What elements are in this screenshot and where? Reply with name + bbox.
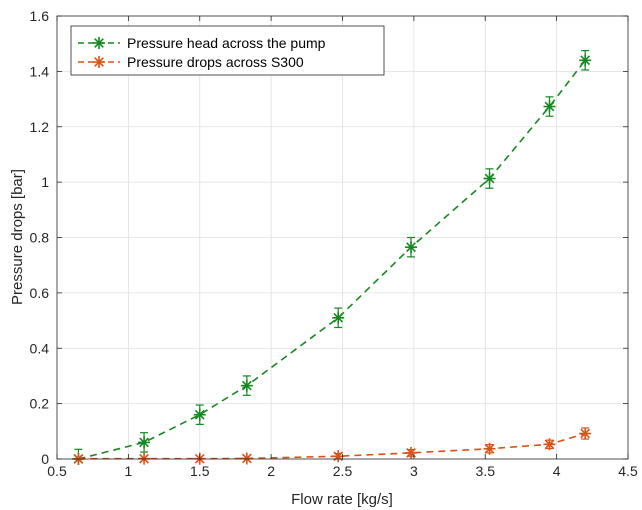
y-tick-label: 1.4 bbox=[30, 63, 50, 79]
data-point bbox=[483, 172, 496, 185]
axis-ticks: 0.5 1 1.5 2 2.5 3 3.5 4 4.5 0 0.2 0.4 0.6 0.8 1 1.2 1.4 1… bbox=[30, 8, 638, 479]
data-point bbox=[543, 438, 556, 451]
y-tick-label: 0.6 bbox=[30, 285, 50, 301]
x-tick-label: 3.5 bbox=[476, 463, 496, 479]
legend-marker-s300 bbox=[93, 56, 105, 68]
y-tick-label: 1 bbox=[41, 174, 49, 190]
x-tick-label: 1 bbox=[124, 463, 132, 479]
data-point bbox=[405, 241, 418, 254]
asterisk-marker-icon bbox=[93, 56, 105, 68]
legend-label-pump: Pressure head across the pump bbox=[127, 35, 326, 51]
data-point bbox=[240, 379, 253, 392]
legend-marker-pump bbox=[93, 37, 105, 49]
y-tick-label: 1.6 bbox=[30, 8, 50, 24]
y-tick-label: 0.8 bbox=[30, 230, 50, 246]
data-point bbox=[543, 100, 556, 113]
y-tick-label: 1.2 bbox=[30, 119, 50, 135]
asterisk-marker-icon bbox=[93, 37, 105, 49]
x-tick-label: 3 bbox=[410, 463, 418, 479]
series-line bbox=[78, 59, 586, 460]
legend: Pressure head across the pump Pressure d… bbox=[70, 25, 385, 76]
x-tick-label: 2 bbox=[267, 463, 275, 479]
data-point bbox=[240, 452, 253, 465]
x-tick-label: 4 bbox=[553, 463, 561, 479]
data-point bbox=[579, 54, 592, 67]
data-point bbox=[579, 427, 592, 440]
x-tick-label: 0.5 bbox=[47, 463, 67, 479]
data-point bbox=[483, 442, 496, 455]
x-tick-label: 1.5 bbox=[190, 463, 210, 479]
y-tick-label: 0.2 bbox=[30, 396, 50, 412]
x-axis-label: Flow rate [kg/s] bbox=[291, 491, 393, 508]
data-point bbox=[332, 311, 345, 324]
y-tick-label: 0 bbox=[41, 451, 49, 467]
y-axis-label: Pressure drops [bar] bbox=[9, 169, 26, 305]
data-point bbox=[193, 408, 206, 421]
x-tick-label: 2.5 bbox=[333, 463, 353, 479]
data-point bbox=[138, 436, 151, 449]
legend-box bbox=[70, 25, 385, 76]
y-tick-label: 0.4 bbox=[30, 340, 50, 356]
x-tick-label: 4.5 bbox=[618, 463, 638, 479]
data-point bbox=[405, 446, 418, 459]
legend-label-s300: Pressure drops across S300 bbox=[127, 54, 304, 70]
